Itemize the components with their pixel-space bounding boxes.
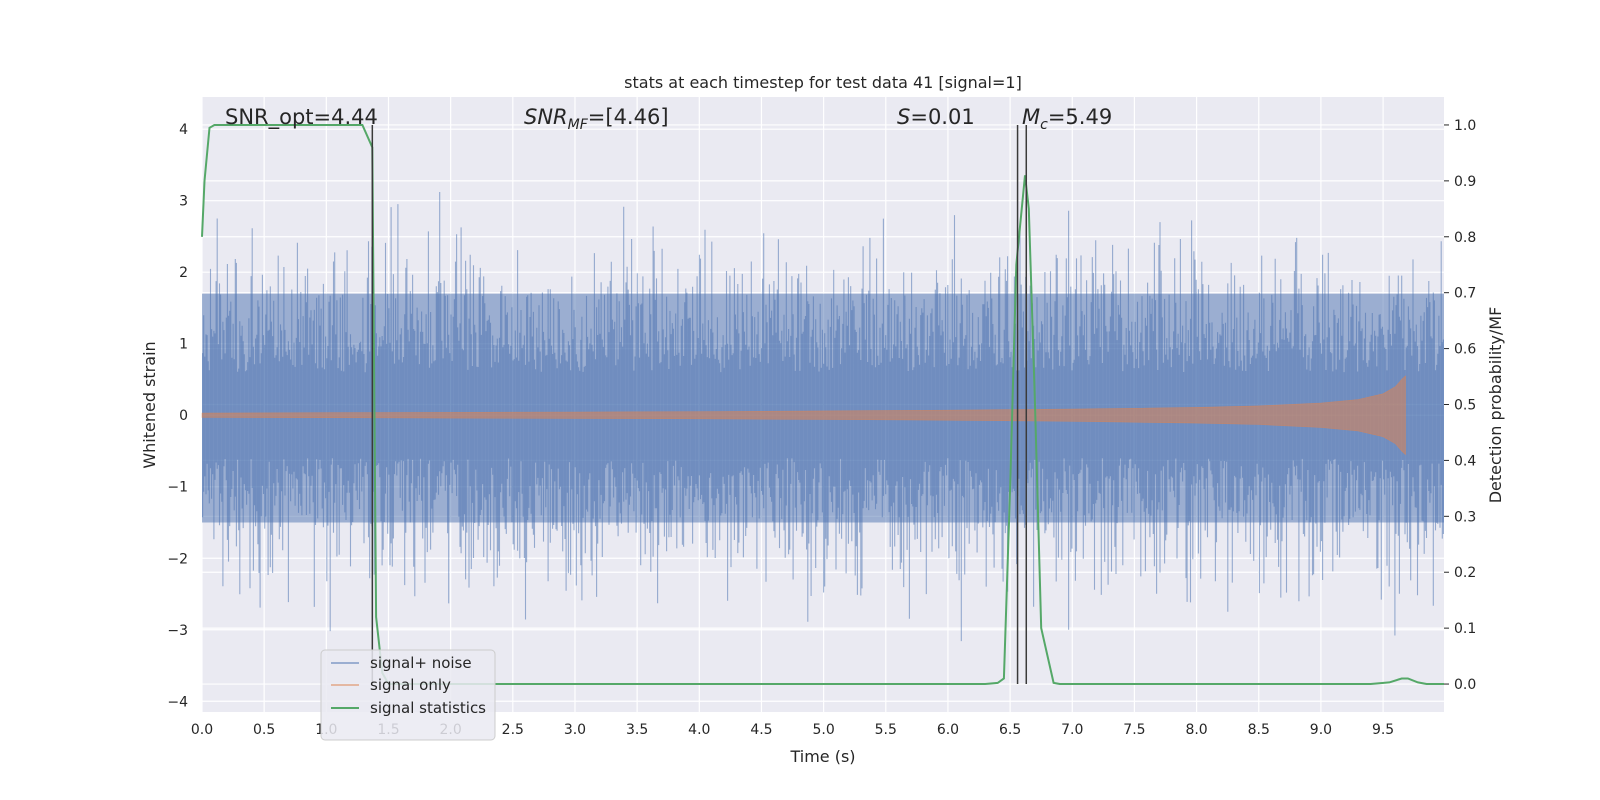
x-tick-label: 8.0 [1185,722,1207,738]
y-left-tick-label: 2 [179,265,188,281]
y-right-tick-label: 0.5 [1454,398,1476,414]
y-right-axis-label: Detection probability/MF [1486,307,1505,504]
legend: signal+ noise signal only signal statist… [320,649,496,741]
x-tick-label: 7.0 [1061,722,1083,738]
x-tick-label: 9.5 [1372,722,1394,738]
annotation-snr-opt: SNR_opt=4.44 [225,105,378,130]
chart-title: stats at each timestep for test data 41 … [624,73,1022,92]
s-value: =0.01 [910,105,974,129]
y-left-tick-label: −2 [167,551,188,567]
vertical-markers [371,124,1028,685]
x-tick-label: 7.5 [1123,722,1145,738]
x-tick-label: 8.5 [1248,722,1270,738]
y-right-tick-label: 0.8 [1454,230,1476,246]
x-tick-label: 0.5 [253,722,275,738]
y-right-tick-label: 0.4 [1454,453,1476,469]
x-tick-label: 4.0 [688,722,710,738]
y-left-tick-label: 1 [179,337,188,353]
x-tick-label: 6.5 [999,722,1021,738]
legend-label-signal-statistics: signal statistics [370,699,486,717]
mc-value: =5.49 [1048,105,1112,129]
m-symbol: M [1022,105,1040,129]
x-tick-label: 5.5 [875,722,897,738]
y-right-tick-label: 1.0 [1454,118,1476,134]
legend-label-signal-only: signal only [370,676,451,694]
y-left-tick-label: 4 [179,122,188,138]
snr-symbol: SNR [524,105,568,129]
series-signal-statistics [201,124,1444,685]
y-left-tick-label: −3 [167,623,188,639]
y-left-tick-label: −1 [167,480,188,496]
legend-label-signal-noise: signal+ noise [370,654,472,672]
y-left-axis-label: Whitened strain [140,341,159,468]
annotation-s: S=0.01 [897,105,975,129]
x-tick-label: 3.5 [626,722,648,738]
statistics-line [201,124,1444,685]
y-right-tick-label: 0.0 [1454,677,1476,693]
y-right-tick-label: 0.7 [1454,286,1476,302]
s-symbol: S [897,105,910,129]
y-right-tick-label: 0.1 [1454,621,1476,637]
y-left-tick-labels: 4 3 2 1 0 −1 −2 −3 −4 [167,122,188,710]
y-left-tick-label: 0 [179,408,188,424]
y-left-tick-label: 3 [179,194,188,210]
snr-mf-value: =[4.46] [588,105,669,129]
x-axis-label: Time (s) [789,747,855,766]
series-signal-only [201,375,1406,456]
y-right-tick-label: 0.6 [1454,342,1476,358]
annotation-snr-mf: SNRMF=[4.46] [524,105,669,133]
x-tick-label: 4.5 [750,722,772,738]
x-tick-label: 3.0 [564,722,586,738]
x-tick-label: 2.5 [502,722,524,738]
y-right-tick-label: 0.9 [1454,174,1476,190]
x-tick-label: 9.0 [1310,722,1332,738]
legend-box [320,649,496,741]
y-right-tick-labels: 1.0 0.9 0.8 0.7 0.6 0.5 0.4 0.3 0.2 0.1 0.0 [1454,118,1476,693]
annotation-mc: Mc=5.49 [1022,105,1112,133]
y-right-tick-label: 0.3 [1454,509,1476,525]
mf-subscript: MF [568,117,589,133]
x-tick-label: 6.0 [937,722,959,738]
c-subscript: c [1040,117,1048,133]
x-tick-label: 5.0 [812,722,834,738]
y-right-tick-label: 0.2 [1454,565,1476,581]
signal-envelope [201,375,1406,456]
x-tick-label: 0.0 [191,722,213,738]
y-left-tick-label: −4 [167,694,188,710]
